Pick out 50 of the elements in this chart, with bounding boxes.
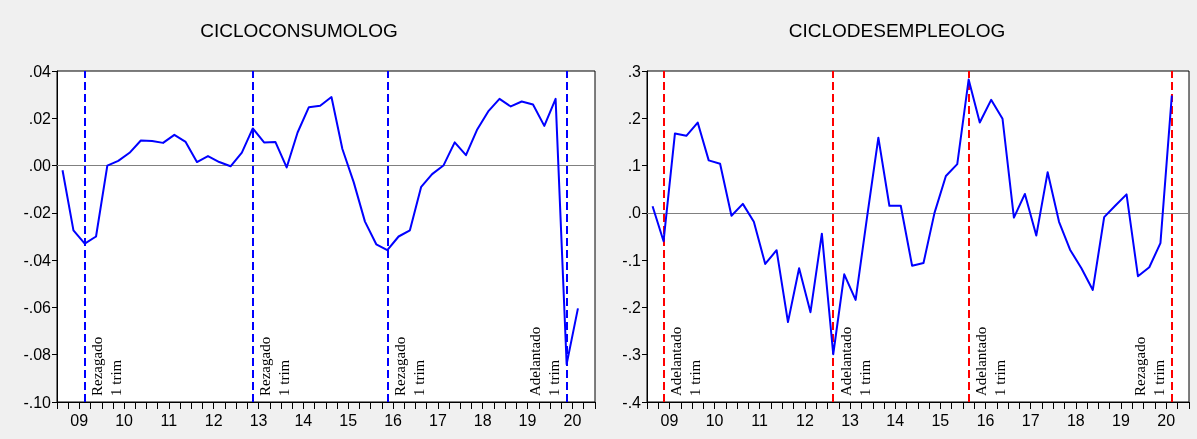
x-tick-label: 10 — [705, 411, 724, 429]
x-tick-label: 09 — [660, 411, 679, 429]
ref-line-label: Adelantado 1 trim — [668, 326, 704, 396]
y-tick-label: .3 — [627, 62, 642, 80]
x-tick-label: 18 — [1066, 411, 1085, 429]
y-tick-label: -.08 — [23, 346, 52, 364]
x-tick-label: 12 — [796, 411, 814, 429]
ref-line-label: Rezagado 1 trim — [391, 336, 427, 396]
x-tick-label: 15 — [931, 411, 950, 429]
x-tick-label: 17 — [1021, 411, 1040, 429]
x-tick-label: 09 — [70, 411, 89, 429]
y-tick-label: -.2 — [622, 298, 642, 316]
x-tick-label: 20 — [563, 411, 582, 429]
y-tick-label: -.1 — [622, 251, 642, 269]
y-tick-label: -.4 — [622, 393, 642, 411]
x-tick-label: 16 — [976, 411, 995, 429]
y-tick-label: -.04 — [23, 251, 52, 269]
y-tick-label: -.10 — [23, 393, 52, 411]
ref-line-label: Rezagado 1 trim — [257, 336, 293, 396]
y-tick-label: -.02 — [23, 204, 52, 222]
x-tick-label: 20 — [1157, 411, 1176, 429]
y-tick-label: -.06 — [23, 298, 52, 316]
x-tick-label: 14 — [886, 411, 905, 429]
y-tick-label: .04 — [28, 62, 52, 80]
x-tick-label: 15 — [339, 411, 358, 429]
x-tick-label: 19 — [518, 411, 537, 429]
ref-line-label: Rezagado 1 trim — [1132, 336, 1168, 396]
chart-title: CICLODESEMPLEOLOG — [788, 20, 1006, 41]
x-tick-label: 16 — [384, 411, 403, 429]
y-tick-label: .00 — [28, 157, 52, 175]
ref-line-label: Adelantado 1 trim — [837, 326, 873, 396]
x-tick-label: 11 — [160, 411, 178, 429]
chart-title: CICLOCONSUMOLOG — [200, 20, 398, 41]
ref-line-label: Adelantado 1 trim — [527, 326, 563, 396]
y-tick-label: -.3 — [622, 346, 642, 364]
x-tick-label: 19 — [1112, 411, 1130, 429]
x-tick-label: 11 — [751, 411, 769, 429]
x-tick-label: 13 — [841, 411, 860, 429]
y-tick-label: .02 — [28, 109, 52, 127]
y-tick-label: .2 — [627, 109, 642, 127]
y-tick-label: .1 — [627, 157, 642, 175]
x-tick-label: 12 — [204, 411, 223, 429]
x-tick-label: 13 — [249, 411, 268, 429]
x-tick-label: 17 — [428, 411, 447, 429]
x-tick-label: 14 — [294, 411, 313, 429]
x-tick-label: 10 — [115, 411, 134, 429]
x-tick-label: 18 — [473, 411, 492, 429]
ref-line-label: Adelantado 1 trim — [973, 326, 1009, 396]
y-tick-label: .0 — [627, 204, 642, 222]
ref-line-label: Rezagado 1 trim — [89, 336, 125, 396]
